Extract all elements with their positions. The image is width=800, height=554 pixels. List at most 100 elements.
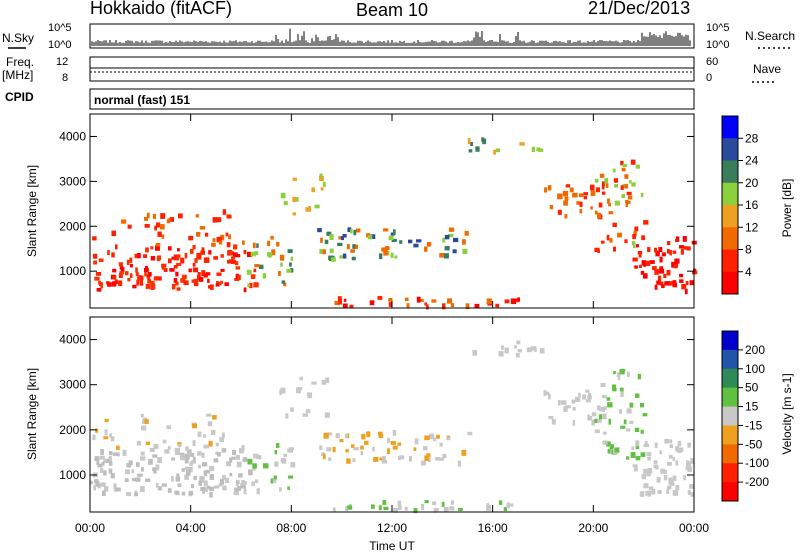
echo-cell [243,287,247,293]
x-tick-label: 08:00 [276,521,306,535]
echo-cell [433,437,437,442]
echo-cell [288,475,294,479]
echo-cell [231,456,236,460]
echo-cell [201,476,205,481]
x-tick-label: 04:00 [176,521,206,535]
echo-cell [113,486,117,492]
echo-cell [444,253,449,259]
echo-cell [413,447,417,452]
echo-cell [154,245,160,251]
echo-cell [442,237,446,243]
echo-cell [212,238,216,242]
echo-cell [226,242,231,248]
echo-cell [468,149,473,153]
echo-cell [204,232,209,237]
echo-cell [157,486,162,491]
echo-cell [413,508,418,514]
colorbar-tick-label: 12 [745,220,759,234]
echo-cell [481,137,485,142]
echo-cell [612,222,617,228]
echo-cell [506,502,511,509]
echo-cell [126,463,132,468]
echo-cell [108,455,112,462]
echo-cell [311,187,315,193]
echo-cell [686,460,689,467]
echo-cell [322,181,326,187]
echo-cell [100,455,105,460]
echo-cell [125,469,130,475]
echo-cell [292,212,297,216]
echo-cell [557,400,561,406]
echo-cell [626,191,632,196]
echo-cell [271,249,276,256]
echo-cell [160,213,166,219]
echo-cell [671,261,676,268]
echo-cell [658,280,662,286]
echo-cell [659,281,664,286]
colorbar-cell [722,349,738,370]
echo-cell [663,475,668,481]
echo-cell [122,449,127,456]
echo-cell [585,399,591,403]
echo-cell [470,142,474,147]
echo-cell [227,259,230,264]
echo-cell [118,280,123,287]
echo-cell [201,247,205,252]
velocity-y-axis: 1000 2000 3000 4000 [59,333,694,482]
echo-cell [635,445,640,450]
echo-cell [196,231,201,237]
echo-cell [195,214,199,218]
echo-cell [594,429,600,433]
echo-cell [675,239,678,243]
velocity-colorbar-ticks: 200 100 50 15 -15 -50 -100 -200 [738,343,769,489]
echo-cell [107,282,112,287]
echo-cell [439,457,444,461]
echo-cell [198,464,201,469]
echo-cell [108,468,113,474]
echo-cell [565,405,571,409]
echo-cell [370,504,375,509]
echo-cell [579,208,583,214]
echo-cell [422,446,428,451]
echo-cell [220,268,225,272]
echo-cell [609,444,615,450]
echo-cell [614,447,620,453]
echo-cell [381,247,387,252]
echo-cell [605,441,611,447]
echo-cell [253,268,257,273]
echo-cell [422,461,427,465]
echo-cell [149,447,155,452]
echo-cell [192,440,196,447]
echo-cell [324,239,329,245]
echo-cell [270,235,274,240]
colorbar-cell [722,331,738,351]
echo-cell [163,268,168,272]
echo-cell [353,229,357,236]
echo-cell [320,187,324,191]
echo-cell [175,490,180,496]
echo-cell [631,182,636,187]
echo-cell [324,412,330,418]
echo-cell [645,260,651,266]
echo-cell [150,255,156,261]
echo-cell [307,394,312,399]
echo-cell [495,303,500,308]
echo-cell [641,260,646,266]
echo-cell [199,475,203,481]
echo-cell [167,446,171,450]
echo-cell [250,274,256,280]
echo-cell [104,458,110,463]
y-tick-label: 4000 [59,333,86,347]
echo-cell [190,452,195,458]
echo-cell [130,273,133,278]
echo-cell [404,297,409,301]
echo-cell [136,279,140,286]
echo-cell [319,175,324,181]
echo-cell [337,242,343,247]
echo-cell [155,242,161,247]
echo-cell [153,276,158,281]
echo-cell [256,243,259,248]
echo-cell [343,298,347,302]
echo-cell [207,421,213,427]
echo-cell [180,257,185,264]
